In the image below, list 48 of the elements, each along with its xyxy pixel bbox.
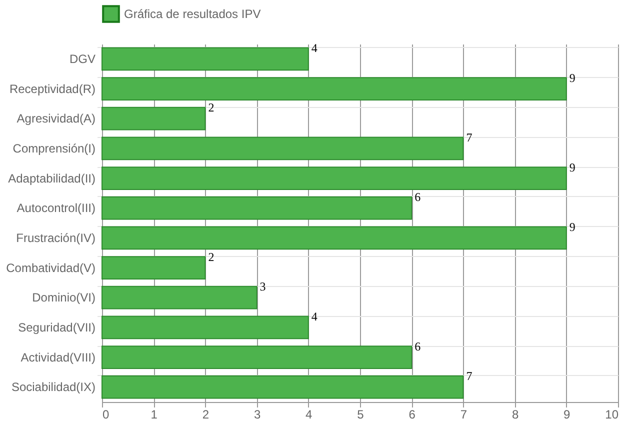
x-tick-label: 7: [460, 408, 468, 422]
y-tick-label: Dominio(VI): [32, 290, 96, 305]
bar: [102, 256, 206, 280]
y-tick-label: Autocontrol(III): [16, 201, 96, 216]
x-tick-label: 9: [564, 408, 571, 422]
data-label: 9: [569, 70, 576, 85]
y-tick-label: Actividad(VIII): [20, 350, 96, 364]
x-tick-label: 1: [150, 408, 158, 422]
data-label: 4: [311, 309, 318, 324]
y-tick-label: Seguridad(VII): [18, 320, 96, 334]
bar: [102, 375, 464, 399]
data-label: 9: [569, 220, 576, 234]
bar: [102, 286, 258, 310]
data-label: 2: [208, 100, 214, 115]
bar: [102, 316, 309, 340]
x-tick-label: 0: [102, 408, 110, 422]
data-label: 7: [466, 369, 472, 384]
x-tick-label: 4: [306, 408, 313, 422]
y-tick-label: Comprensión(I): [12, 141, 96, 156]
bar: [102, 166, 567, 190]
y-tick-label: Adaptabilidad(II): [8, 171, 96, 186]
y-tick-label: Combatividad(V): [6, 260, 96, 275]
y-tick-label: Sociabilidad(IX): [11, 380, 96, 394]
x-tick-label: 5: [357, 408, 364, 422]
bar: [102, 106, 206, 130]
x-tick-label: 3: [254, 408, 261, 422]
y-tick-label: Agresividad(A): [16, 112, 96, 126]
bar: [102, 346, 412, 369]
data-label: 2: [208, 250, 214, 264]
y-tick-label: Receptividad(R): [9, 82, 96, 96]
data-label: 3: [260, 280, 266, 294]
x-tick-label: 6: [408, 408, 416, 422]
x-tick-label: 10: [605, 408, 619, 422]
data-label: 7: [466, 130, 472, 144]
legend-label: Gráfica de resultados IPV: [124, 7, 261, 21]
bar: [102, 77, 567, 100]
x-tick-label: 8: [512, 408, 519, 422]
bar: [102, 226, 567, 250]
data-label: 6: [414, 339, 421, 354]
bar: [102, 136, 464, 160]
data-label: 4: [311, 40, 318, 55]
bar: [102, 196, 412, 220]
y-tick-label: DGV: [69, 52, 96, 66]
x-tick-label: 2: [202, 408, 210, 422]
y-tick-label: Frustración(IV): [16, 230, 96, 245]
data-label: 9: [569, 160, 576, 174]
bar: [102, 47, 309, 71]
data-label: 6: [414, 190, 421, 204]
